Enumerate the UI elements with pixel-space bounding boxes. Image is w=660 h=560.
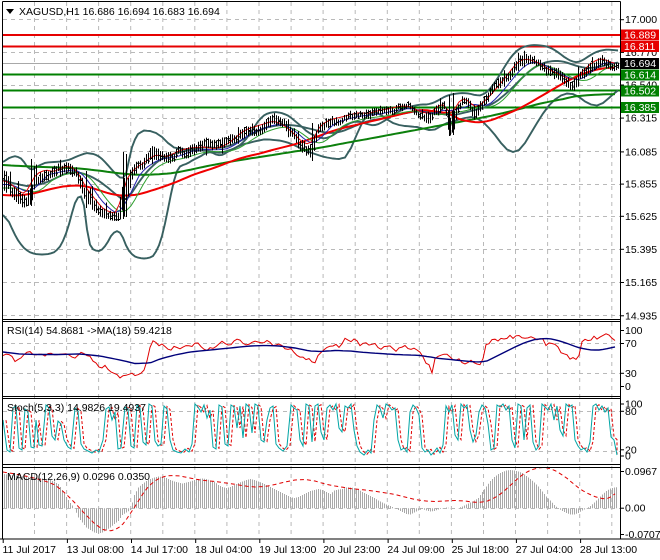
- svg-text:70: 70: [625, 338, 637, 350]
- svg-text:0: 0: [625, 381, 631, 393]
- svg-text:MACD(12,26,9) 0.0296 0.0350: MACD(12,26,9) 0.0296 0.0350: [7, 471, 150, 483]
- svg-text:30: 30: [625, 368, 637, 380]
- svg-text:80: 80: [625, 406, 637, 418]
- svg-text:0.0967: 0.0967: [625, 466, 657, 478]
- svg-text:20: 20: [625, 444, 637, 456]
- svg-text:19 Jul 13:00: 19 Jul 13:00: [259, 544, 316, 556]
- svg-text:16.385: 16.385: [624, 102, 656, 114]
- svg-text:20 Jul 23:00: 20 Jul 23:00: [323, 544, 380, 556]
- svg-text:16.614: 16.614: [624, 70, 656, 82]
- svg-text:15.395: 15.395: [625, 244, 657, 256]
- svg-text:28 Jul 13:00: 28 Jul 13:00: [580, 544, 637, 556]
- svg-text:18 Jul 04:00: 18 Jul 04:00: [195, 544, 252, 556]
- svg-text:100: 100: [625, 325, 643, 337]
- svg-text:0: 0: [625, 451, 631, 463]
- svg-text:15.625: 15.625: [625, 211, 657, 223]
- svg-text:27 Jul 04:00: 27 Jul 04:00: [516, 544, 573, 556]
- svg-text:16.502: 16.502: [624, 86, 656, 98]
- svg-text:16.889: 16.889: [624, 30, 656, 42]
- svg-text:13 Jul 08:00: 13 Jul 08:00: [67, 544, 124, 556]
- svg-text:24 Jul 09:00: 24 Jul 09:00: [387, 544, 444, 556]
- svg-text:14.935: 14.935: [625, 310, 657, 322]
- svg-text:16.085: 16.085: [625, 146, 657, 158]
- svg-text:15.855: 15.855: [625, 179, 657, 191]
- svg-text:-0.0707: -0.0707: [625, 529, 660, 541]
- svg-text:16.811: 16.811: [624, 41, 655, 53]
- svg-text:XAGUSD,H1 16.686 16.694 16.68: XAGUSD,H1 16.686 16.694 16.683 16.694: [19, 6, 220, 18]
- svg-text:14 Jul 17:00: 14 Jul 17:00: [131, 544, 188, 556]
- svg-text:Stoch(5,3,3) 14.9826 19.4937: Stoch(5,3,3) 14.9826 19.4937: [7, 402, 146, 414]
- svg-text:25 Jul 18:00: 25 Jul 18:00: [452, 544, 509, 556]
- svg-text:RSI(14) 54.8681 ->MA(18) 59.4: RSI(14) 54.8681 ->MA(18) 59.4218: [7, 325, 172, 337]
- svg-text:100: 100: [625, 399, 643, 411]
- svg-text:16.694: 16.694: [624, 58, 656, 70]
- svg-text:11 Jul 2017: 11 Jul 2017: [3, 544, 57, 556]
- svg-text:16.315: 16.315: [625, 113, 657, 125]
- svg-text:15.165: 15.165: [625, 277, 657, 289]
- svg-text:0.00: 0.00: [625, 503, 646, 515]
- svg-text:17.000: 17.000: [625, 14, 657, 26]
